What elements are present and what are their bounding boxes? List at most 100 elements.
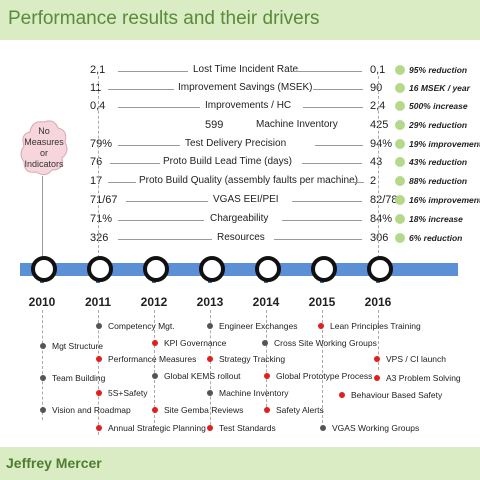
metric-result: 16 MSEK / year [409,83,470,93]
metric-before: 599 [205,119,224,131]
driver-dot [374,375,380,381]
year-label: 2013 [196,295,224,309]
driver-dot [152,407,158,413]
result-dot [395,65,405,75]
driver-guide [378,310,379,370]
driver-item: Strategy Tracking [207,354,285,366]
driver-item: KPI Governance [152,338,226,350]
cloud-line: Measures [24,137,64,147]
metric-result: 6% reduction [409,233,463,243]
driver-item: Lean Principles Training [318,321,421,333]
page-title: Performance results and their drivers [8,8,320,29]
driver-guide [322,310,323,428]
metric-before: 71% [90,213,113,225]
cloud-line: No [38,126,50,136]
driver-label: Competency Mgt. [108,321,175,331]
timeline-node [311,256,337,282]
metric-after: 94% [370,138,393,150]
driver-item: Engineer Exchanges [207,321,297,333]
driver-label: Machine Inventory [219,388,289,398]
driver-label: Global Prototype Process [276,371,373,381]
driver-label: Safety Alerts [276,405,324,415]
driver-label: Test Standards [219,423,276,433]
metric-leader [108,182,136,183]
driver-item: Test Standards [207,423,276,435]
metric-label: Improvements / HC [205,100,292,111]
metric-leader [292,201,362,202]
driver-item: A3 Problem Solving [374,373,461,385]
driver-dot [339,392,345,398]
driver-dot [264,407,270,413]
driver-dot [96,356,102,362]
driver-item: Global KEMS rollout [152,371,241,383]
metric-row: 11 Improvement Savings (MSEK) 90 16 MSEK… [0,81,480,96]
result-dot [395,195,405,205]
driver-guide [42,310,43,420]
guide-line-2011 [98,76,99,258]
driver-label: Behaviour Based Safety [351,390,443,400]
driver-dot [40,375,46,381]
driver-label: Vision and Roadmap [52,405,131,415]
result-dot [395,157,405,167]
driver-dot [264,373,270,379]
metric-label: Chargeability [210,213,269,224]
metric-leader [302,163,362,164]
metric-row: 71% Chargeability 84% 18% increase [0,212,480,227]
metric-label: Resources [217,232,265,243]
metric-row: 71/67 VGAS EEI/PEI 82/78 16% improvement [0,193,480,208]
result-dot [395,214,405,224]
driver-item: 5S+Safety [96,388,147,400]
year-label: 2016 [364,295,392,309]
metric-leader [313,89,363,90]
driver-item: Competency Mgt. [96,321,175,333]
metric-leader [282,220,362,221]
metric-label: Proto Build Lead Time (days) [163,156,292,167]
metric-before: 2,1 [90,64,106,76]
metric-leader [348,182,364,183]
metric-after: 43 [370,156,383,168]
driver-dot [96,390,102,396]
driver-item: Cross Site Working Groups [262,338,377,350]
metric-label: Proto Build Quality (assembly faults per… [139,175,358,186]
cloud-line: Indicators [24,159,64,169]
result-dot [395,233,405,243]
metric-row: 0,4 Improvements / HC 2,4 500% increase [0,99,480,114]
driver-item: Site Gemba Reviews [152,405,243,417]
driver-label: Strategy Tracking [219,354,286,364]
metric-before: 0,4 [90,100,106,112]
result-dot [395,120,405,130]
driver-dot [207,356,213,362]
cloud-connector [42,176,43,266]
metric-after: 84% [370,213,393,225]
metric-before: 76 [90,156,103,168]
year-label: 2014 [252,295,280,309]
metric-leader [315,145,363,146]
metric-label: Test Delivery Precision [185,138,287,149]
metric-after: 2,4 [370,100,386,112]
driver-guide [154,310,155,428]
driver-label: Team Building [52,373,106,383]
driver-dot [96,425,102,431]
driver-dot [96,323,102,329]
metric-row: 17 Proto Build Quality (assembly faults … [0,174,480,189]
metric-result: 16% improvement [409,195,480,205]
result-dot [395,83,405,93]
driver-item: Team Building [40,373,105,385]
driver-label: Engineer Exchanges [219,321,298,331]
metric-row: 76 Proto Build Lead Time (days) 43 43% r… [0,155,480,170]
driver-dot [320,425,326,431]
metric-after: 90 [370,82,383,94]
year-label: 2011 [84,295,112,309]
metric-after: 0,1 [370,64,386,76]
driver-dot [207,425,213,431]
metric-row: 599 Machine Inventory 425 29% reduction [0,118,480,133]
metric-leader [274,239,362,240]
driver-item: Mgt Structure [40,341,103,353]
metric-result: 88% reduction [409,176,468,186]
driver-item: Vision and Roadmap [40,405,131,417]
year-label: 2015 [308,295,336,309]
metric-after: 425 [370,119,389,131]
metric-before: 17 [90,175,103,187]
metric-after: 82/78 [370,194,398,206]
metric-leader [118,107,200,108]
